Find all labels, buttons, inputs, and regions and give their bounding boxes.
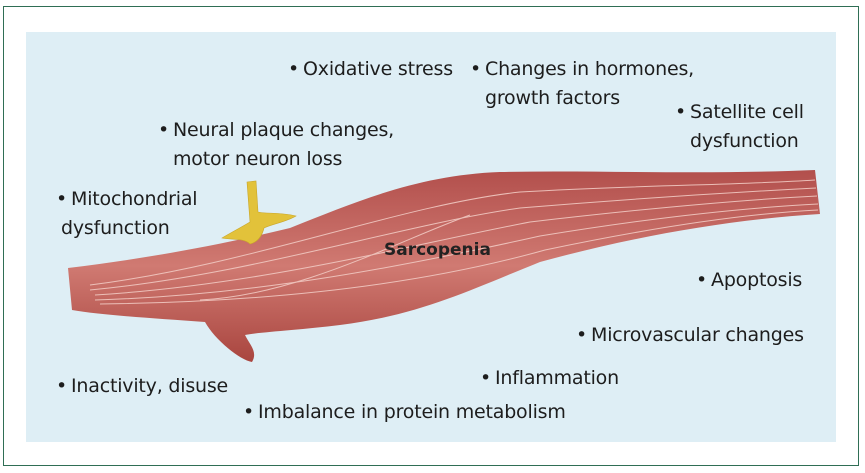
label-microvascular: • Microvascular changes [576, 324, 804, 346]
label-satellite-cell: • Satellite cell dysfunction [675, 101, 804, 152]
label-oxidative-stress: • Oxidative stress [288, 58, 453, 80]
label-neural-plaque: • Neural plaque changes, motor neuron loss [158, 119, 395, 170]
figure-frame [3, 6, 859, 466]
label-protein-imbalance: • Imbalance in protein metabolism [243, 401, 566, 423]
label-hormones: • Changes in hormones, growth factors [470, 58, 695, 109]
label-mitochondrial: • Mitochondrial dysfunction [56, 188, 198, 239]
muscle-shape [68, 170, 820, 362]
label-inactivity: • Inactivity, disuse [56, 375, 229, 397]
diagram-title: Sarcopenia [384, 240, 491, 260]
label-apoptosis: • Apoptosis [696, 269, 803, 291]
nerve-junction [221, 180, 297, 245]
label-inflammation: • Inflammation [480, 367, 619, 389]
